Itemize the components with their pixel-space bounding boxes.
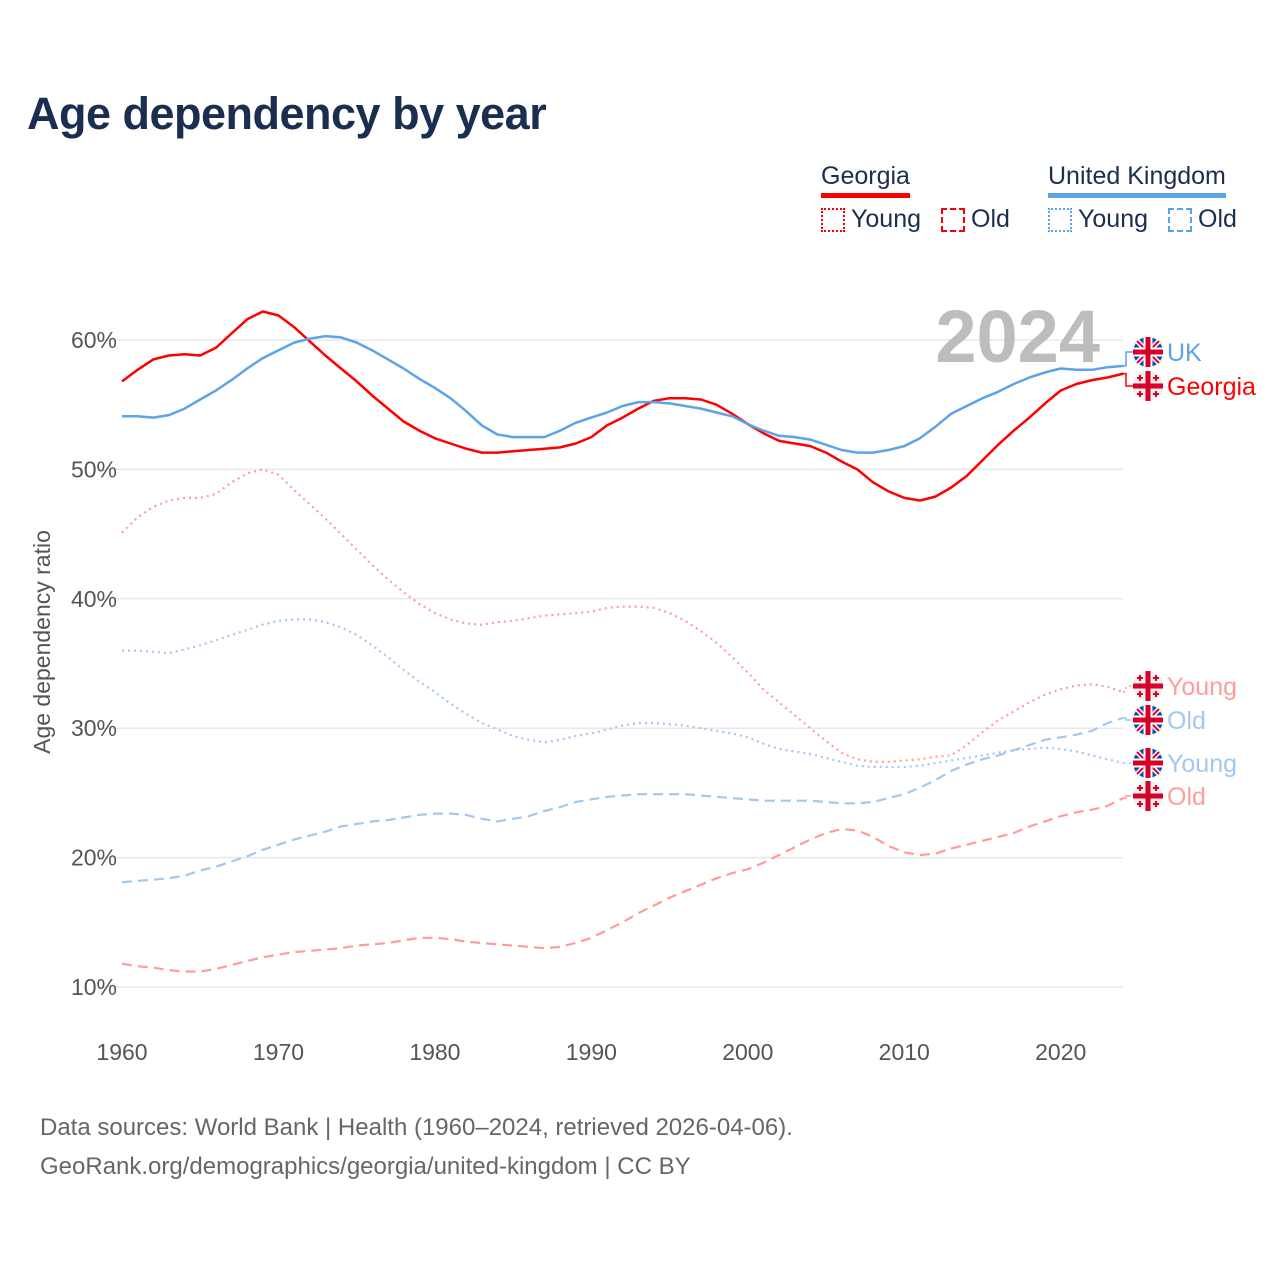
legend-uk-old: Old	[1168, 205, 1237, 234]
y-tick-label: 10%	[71, 974, 117, 1000]
x-tick-label: 2000	[722, 1039, 773, 1065]
georgia-flag-icon	[1133, 671, 1163, 701]
dashed-swatch-icon	[1168, 207, 1192, 232]
y-tick-label: 40%	[71, 586, 117, 612]
year-display: 2024	[935, 295, 1100, 378]
uk-flag-icon	[1133, 748, 1163, 778]
series-end-label: UK	[1167, 339, 1202, 367]
x-tick-label: 2010	[879, 1039, 930, 1065]
series-line-georgia-young	[121, 468, 1124, 763]
series-line-united-kingdom-old	[121, 716, 1124, 884]
dotted-swatch-icon	[821, 207, 845, 232]
legend-uk-young: Young	[1048, 205, 1148, 234]
series-end-label: Georgia	[1167, 373, 1256, 401]
legend-label: Young	[851, 205, 921, 233]
legend-label: Old	[971, 205, 1010, 233]
y-tick-label: 30%	[71, 715, 117, 741]
dashed-swatch-icon	[941, 207, 965, 232]
legend-label: Old	[1198, 205, 1237, 233]
chart-title: Age dependency by year	[27, 88, 547, 139]
y-tick-label: 50%	[71, 456, 117, 482]
x-tick-label: 1970	[253, 1039, 304, 1065]
uk-flag-icon	[1133, 337, 1163, 367]
legend-label: Young	[1078, 205, 1148, 233]
uk-flag-icon	[1133, 705, 1163, 735]
legend-uk: United Kingdom	[1048, 162, 1226, 198]
x-tick-label: 1960	[96, 1039, 147, 1065]
label-connector	[1123, 795, 1134, 799]
georgia-flag-icon	[1133, 781, 1163, 811]
series-line-united-kingdom-young	[122, 618, 1124, 769]
series-line-georgia	[121, 310, 1124, 502]
source-line-2[interactable]: GeoRank.org/demographics/georgia/united-…	[40, 1153, 691, 1180]
legend-georgia-old: Old	[941, 205, 1010, 234]
x-tick-label: 1980	[409, 1039, 460, 1065]
label-connector	[1123, 351, 1134, 367]
y-tick-label: 60%	[71, 327, 117, 353]
series-end-label: Young	[1167, 750, 1237, 778]
y-axis-label: Age dependency ratio	[29, 530, 55, 754]
y-tick-label: 20%	[71, 845, 117, 871]
legend-georgia: Georgia	[821, 162, 910, 198]
series-line-georgia-old	[121, 797, 1124, 973]
georgia-flag-icon	[1133, 371, 1163, 401]
label-connector	[1123, 685, 1134, 693]
dotted-swatch-icon	[1048, 207, 1072, 232]
series-end-label: Young	[1167, 673, 1237, 701]
legend-georgia-young: Young	[821, 205, 921, 234]
series-end-label: Old	[1167, 707, 1206, 735]
x-tick-label: 1990	[566, 1039, 617, 1065]
source-note: Data sources: World Bank | Health (1960–…	[40, 1108, 793, 1186]
label-connector	[1123, 372, 1134, 387]
x-tick-label: 2020	[1035, 1039, 1086, 1065]
source-line-1: Data sources: World Bank | Health (1960–…	[40, 1114, 793, 1141]
series-end-label: Old	[1167, 783, 1206, 811]
series-line-united-kingdom	[122, 334, 1124, 454]
label-connector	[1123, 717, 1134, 721]
